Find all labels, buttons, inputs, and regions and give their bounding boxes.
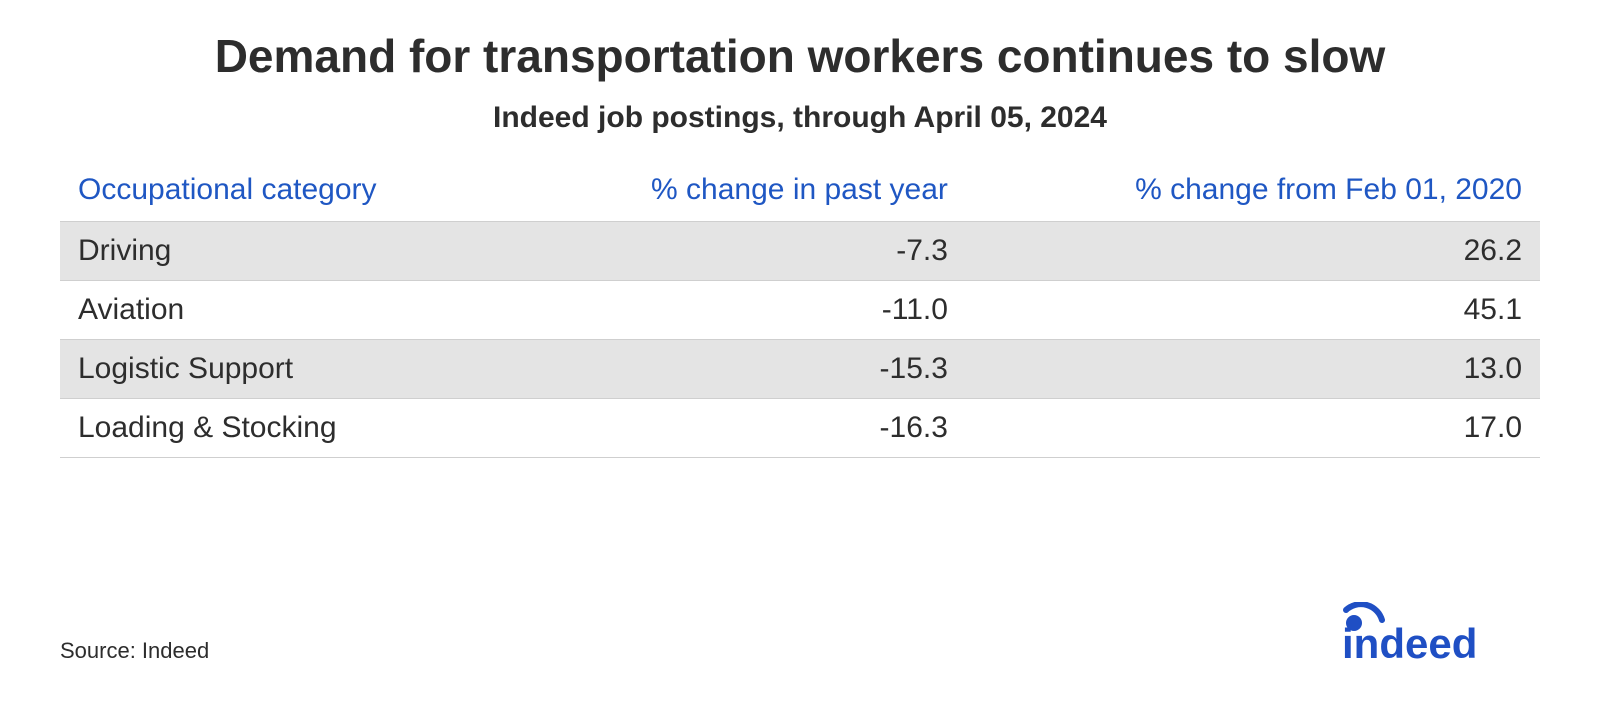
cell-past-year: -16.3	[514, 398, 966, 457]
chart-subtitle: Indeed job postings, through April 05, 2…	[60, 101, 1540, 135]
footer: Source: Indeed indeed	[60, 602, 1540, 664]
col-header-from-feb2020: % change from Feb 01, 2020	[966, 163, 1540, 222]
logo-text: indeed	[1342, 620, 1477, 664]
data-table: Occupational category % change in past y…	[60, 163, 1540, 458]
table-row: Loading & Stocking -16.3 17.0	[60, 398, 1540, 457]
cell-past-year: -15.3	[514, 339, 966, 398]
cell-from-feb2020: 45.1	[966, 280, 1540, 339]
table-row: Logistic Support -15.3 13.0	[60, 339, 1540, 398]
cell-from-feb2020: 26.2	[966, 221, 1540, 280]
source-text: Source: Indeed	[60, 638, 209, 664]
cell-category: Driving	[60, 221, 514, 280]
cell-category: Logistic Support	[60, 339, 514, 398]
chart-title: Demand for transportation workers contin…	[60, 30, 1540, 83]
col-header-past-year: % change in past year	[514, 163, 966, 222]
indeed-logo: indeed	[1330, 602, 1540, 664]
cell-past-year: -11.0	[514, 280, 966, 339]
cell-past-year: -7.3	[514, 221, 966, 280]
cell-from-feb2020: 17.0	[966, 398, 1540, 457]
cell-from-feb2020: 13.0	[966, 339, 1540, 398]
cell-category: Aviation	[60, 280, 514, 339]
table-row: Aviation -11.0 45.1	[60, 280, 1540, 339]
table-header-row: Occupational category % change in past y…	[60, 163, 1540, 222]
col-header-category: Occupational category	[60, 163, 514, 222]
table-row: Driving -7.3 26.2	[60, 221, 1540, 280]
cell-category: Loading & Stocking	[60, 398, 514, 457]
